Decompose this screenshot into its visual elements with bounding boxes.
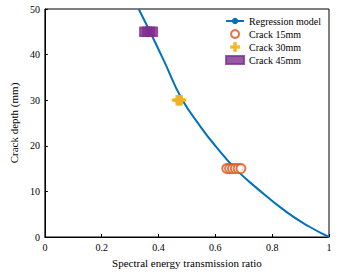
svg-text:30: 30 — [30, 95, 40, 106]
svg-text:0.4: 0.4 — [152, 242, 165, 253]
svg-text:0.6: 0.6 — [209, 242, 222, 253]
svg-text:1: 1 — [327, 242, 332, 253]
svg-text:Crack 30mm: Crack 30mm — [249, 42, 301, 53]
svg-text:50: 50 — [30, 4, 40, 15]
svg-text:0: 0 — [35, 232, 40, 243]
svg-text:Crack 15mm: Crack 15mm — [249, 29, 301, 40]
svg-text:Spectral energy transmission r: Spectral energy transmission ratio — [112, 257, 262, 269]
svg-text:Crack 45mm: Crack 45mm — [249, 55, 301, 66]
svg-text:0: 0 — [42, 242, 47, 253]
svg-text:20: 20 — [30, 140, 40, 151]
svg-text:0.8: 0.8 — [266, 242, 279, 253]
svg-text:Regression model: Regression model — [249, 16, 321, 27]
svg-text:Crack depth (mm): Crack depth (mm) — [8, 82, 21, 163]
svg-text:10: 10 — [30, 186, 40, 197]
svg-text:0.2: 0.2 — [95, 242, 108, 253]
svg-text:40: 40 — [30, 49, 40, 60]
